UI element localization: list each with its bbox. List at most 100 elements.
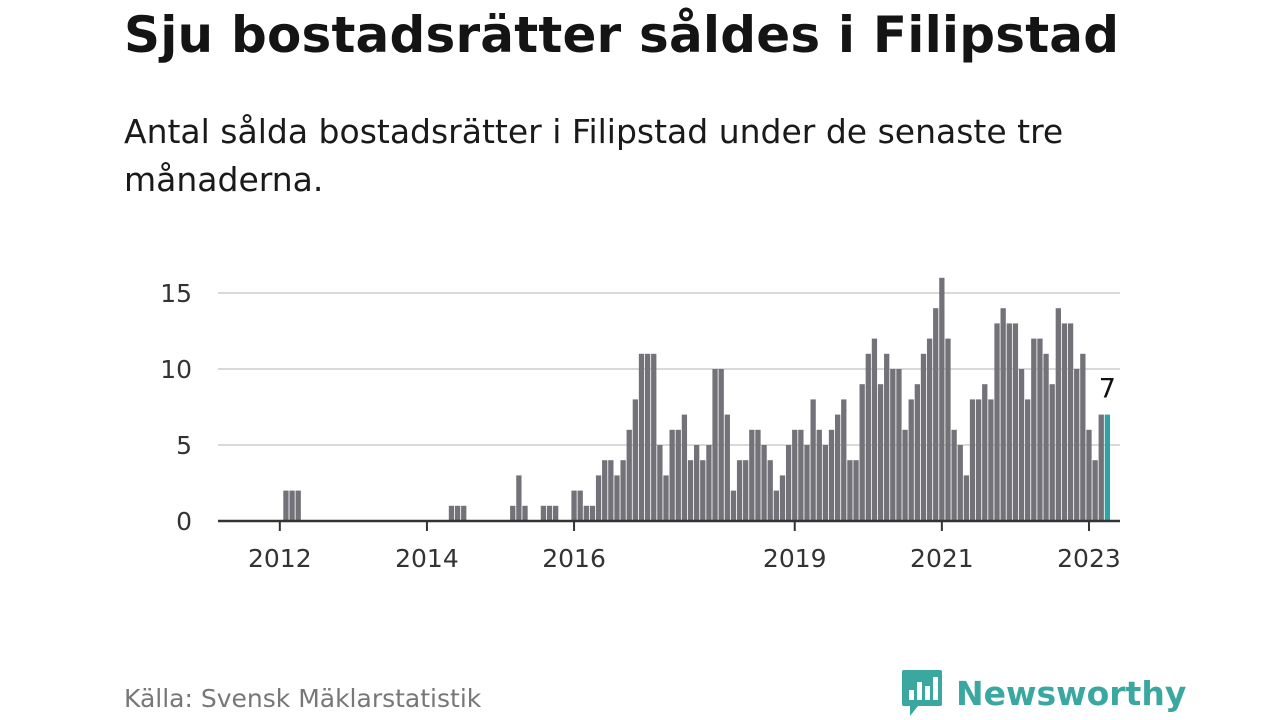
bar: [700, 460, 706, 521]
bar: [865, 353, 871, 521]
bar: [1074, 369, 1080, 521]
highlight-value-label: 7: [1099, 374, 1116, 405]
bar: [761, 445, 767, 521]
bar: [1000, 308, 1006, 521]
bar: [516, 475, 522, 521]
bar: [859, 384, 865, 521]
bar: [945, 338, 951, 521]
bar: [706, 445, 712, 521]
bar: [1092, 460, 1098, 521]
bar: [546, 505, 553, 521]
bar: [982, 384, 988, 521]
y-tick-label: 5: [176, 431, 192, 460]
bar: [589, 505, 596, 521]
bar: [798, 429, 804, 521]
bar: [926, 338, 933, 521]
bar: [687, 460, 694, 521]
bar: [669, 429, 675, 521]
bar: [902, 429, 908, 521]
bar: [595, 475, 602, 521]
bar: [908, 399, 914, 521]
bar: [951, 429, 957, 521]
bar: [767, 460, 773, 521]
bar: [841, 399, 847, 521]
bar: [957, 445, 963, 521]
bar: [743, 460, 749, 521]
brand-name: Newsworthy: [956, 673, 1187, 713]
bar: [939, 277, 945, 521]
bar: [540, 505, 547, 521]
bar: [884, 353, 890, 521]
bar: [608, 460, 614, 521]
bar: [614, 475, 620, 521]
y-tick-label: 15: [160, 279, 192, 308]
bar-chart-speech-bubble-icon: [902, 670, 942, 716]
bar: [694, 445, 700, 521]
bar: [602, 460, 608, 521]
bar: [289, 490, 295, 521]
x-tick-label: 2016: [542, 544, 606, 573]
bar: [1006, 323, 1012, 521]
bar: [663, 475, 669, 521]
bar: [724, 414, 730, 521]
bar: [1098, 414, 1104, 521]
y-tick-label: 0: [176, 507, 192, 536]
bar: [712, 369, 718, 521]
x-tick-label: 2014: [395, 544, 459, 573]
bar: [810, 399, 816, 521]
bar: [632, 399, 639, 521]
bar: [896, 369, 902, 521]
x-tick-label: 2019: [763, 544, 827, 573]
bar: [792, 429, 798, 521]
bar: [1055, 308, 1061, 521]
bar: [1031, 338, 1037, 521]
bar-chart: 0 5 10 15 2012 2014 2016 2019 2021 2023 7: [160, 277, 1121, 573]
bar: [779, 475, 786, 521]
bar: [804, 445, 810, 521]
bar: [553, 505, 559, 521]
bar: [448, 505, 455, 521]
bar: [920, 353, 927, 521]
bar: [657, 445, 663, 521]
bar: [1067, 323, 1074, 521]
bar: [975, 399, 982, 521]
bar: [522, 505, 528, 521]
bar: [1037, 338, 1043, 521]
bar: [583, 505, 589, 521]
chart-subtitle: Antal sålda bostadsrätter i Filipstad un…: [124, 112, 1064, 199]
bar: [1018, 369, 1025, 521]
x-tick-label: 2021: [910, 544, 974, 573]
x-tick-label: 2023: [1057, 544, 1121, 573]
bar: [994, 323, 1000, 521]
bar: [1043, 353, 1049, 521]
bar: [847, 460, 853, 521]
bar: [1061, 323, 1068, 521]
bar: [963, 475, 970, 521]
x-axis-tick-labels: 2012 2014 2016 2019 2021 2023: [248, 544, 1121, 573]
brand-logo-group[interactable]: Newsworthy: [900, 668, 1186, 718]
bar: [1080, 353, 1086, 521]
bar: [1086, 429, 1092, 521]
bar: [785, 445, 792, 521]
x-axis: [218, 519, 1120, 531]
x-tick-label: 2012: [248, 544, 312, 573]
bar: [755, 429, 761, 521]
bar: [510, 505, 516, 521]
bar: [1012, 323, 1019, 521]
bars: [283, 277, 1111, 521]
bar: [969, 399, 976, 521]
bar: [890, 369, 896, 521]
bar: [816, 429, 822, 521]
bar: [283, 490, 289, 521]
bar: [718, 369, 724, 521]
highlight-bar: [1104, 414, 1111, 521]
y-axis-tick-labels: 0 5 10 15: [160, 279, 192, 536]
bar: [571, 490, 577, 521]
bar: [773, 490, 779, 521]
bar: [577, 490, 583, 521]
bar: [871, 338, 878, 521]
bar: [651, 353, 657, 521]
bar: [461, 505, 467, 521]
bar: [620, 460, 626, 521]
bar: [730, 490, 737, 521]
